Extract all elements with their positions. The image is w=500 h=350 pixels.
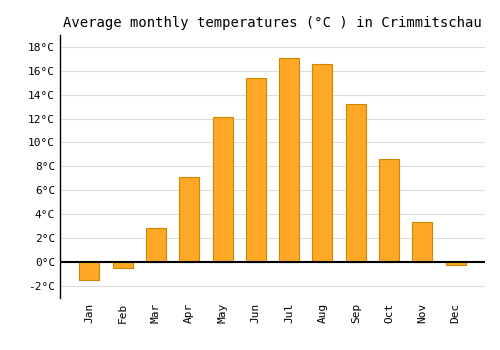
Bar bbox=[146, 228, 166, 262]
Bar bbox=[412, 222, 432, 262]
Bar bbox=[379, 159, 399, 262]
Bar bbox=[80, 262, 100, 280]
Bar bbox=[212, 117, 233, 262]
Bar bbox=[312, 64, 332, 262]
Title: Average monthly temperatures (°C ) in Crimmitschau: Average monthly temperatures (°C ) in Cr… bbox=[63, 16, 482, 30]
Bar bbox=[346, 104, 366, 262]
Bar bbox=[112, 262, 132, 268]
Bar bbox=[279, 58, 299, 262]
Bar bbox=[179, 177, 199, 262]
Bar bbox=[246, 78, 266, 262]
Bar bbox=[446, 262, 466, 265]
